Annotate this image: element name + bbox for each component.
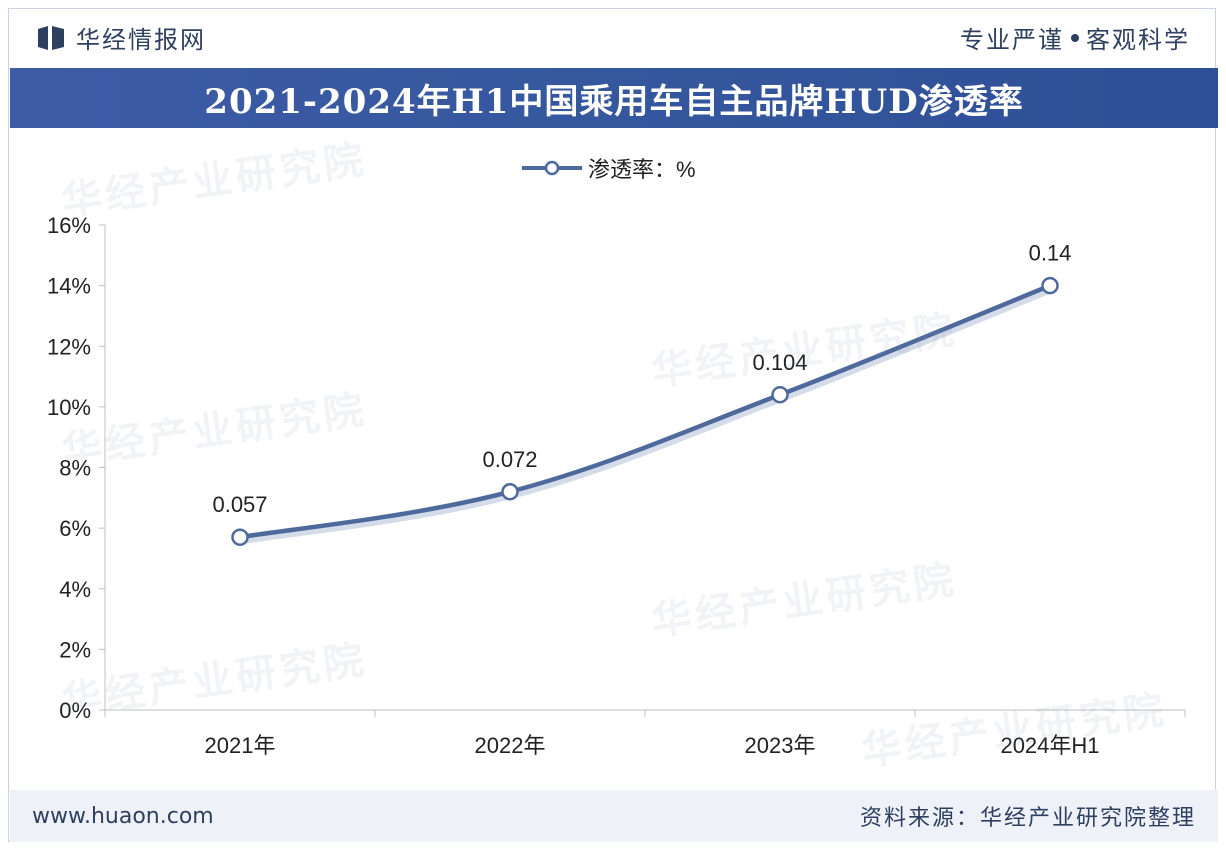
x-tick-label: 2022年 [475, 733, 546, 758]
data-label: 0.14 [1029, 241, 1072, 266]
y-tick-label: 6% [59, 516, 91, 541]
x-tick-label: 2021年 [205, 733, 276, 758]
title-bar: 2021-2024年H1中国乘用车自主品牌HUD渗透率 [10, 68, 1218, 128]
y-axis: 0% 2% 4% 6% 8% 10% 12% 14% 16% [47, 213, 106, 723]
slogan-right: 客观科学 [1086, 26, 1190, 54]
y-tick-label: 12% [47, 334, 91, 359]
data-point [501, 483, 519, 501]
slogan-left: 专业严谨 [960, 26, 1064, 54]
footer-source: 资料来源：华经产业研究院整理 [859, 806, 1196, 831]
data-point [1041, 276, 1059, 295]
line-chart: 渗透率：% 0%2%4%6%8%10%12%14%16% 2021年 2022年 2… [47, 157, 1186, 758]
y-tick-label: 8% [59, 456, 91, 481]
x-axis: 2021年 2022年 2023年 2024年H1 [104, 709, 1186, 758]
brand: 华经情报网 [36, 20, 206, 55]
data-point [231, 528, 249, 546]
y-tick-label: 14% [47, 274, 91, 299]
y-tick-label: 2% [59, 637, 91, 662]
data-label: 0.104 [752, 350, 807, 375]
series-line-shadow [238, 284, 1056, 545]
slogan: 专业严谨 客观科学 [960, 20, 1190, 55]
legend-marker [544, 160, 560, 176]
legend-label: 渗透率：% [588, 157, 696, 182]
x-tick-label: 2023年 [745, 733, 816, 758]
chart-frame [8, 8, 1216, 842]
slogan-dot-icon [1071, 33, 1079, 42]
brand-name: 华经情报网 [76, 26, 206, 54]
series: 0.057 0.072 0.104 0.14 [212, 241, 1072, 546]
data-label: 0.057 [212, 492, 267, 517]
y-tick-label: 0% [59, 698, 91, 723]
brand-logo-icon [38, 25, 64, 50]
y-tick-label: 4% [59, 577, 91, 602]
x-tick-label: 2024年H1 [1000, 733, 1099, 758]
legend: 渗透率：% [522, 157, 696, 182]
footer: www.huaon.com 资料来源：华经产业研究院整理 [10, 790, 1218, 842]
chart-area: 华经产业研究院 华经产业研究院 华经产业研究院 华经产业研究院 华经产业研究院 … [0, 128, 1226, 788]
chart-title: 2021-2024年H1中国乘用车自主品牌HUD渗透率 [204, 81, 1024, 122]
footer-url: www.huaon.com [32, 803, 214, 829]
series-line [237, 283, 1053, 540]
y-tick-label: 10% [47, 395, 91, 420]
top-header: 华经情报网 专业严谨 客观科学 [10, 10, 1216, 65]
data-label: 0.072 [482, 447, 537, 472]
data-point [771, 386, 789, 404]
y-tick-label: 16% [47, 213, 91, 238]
